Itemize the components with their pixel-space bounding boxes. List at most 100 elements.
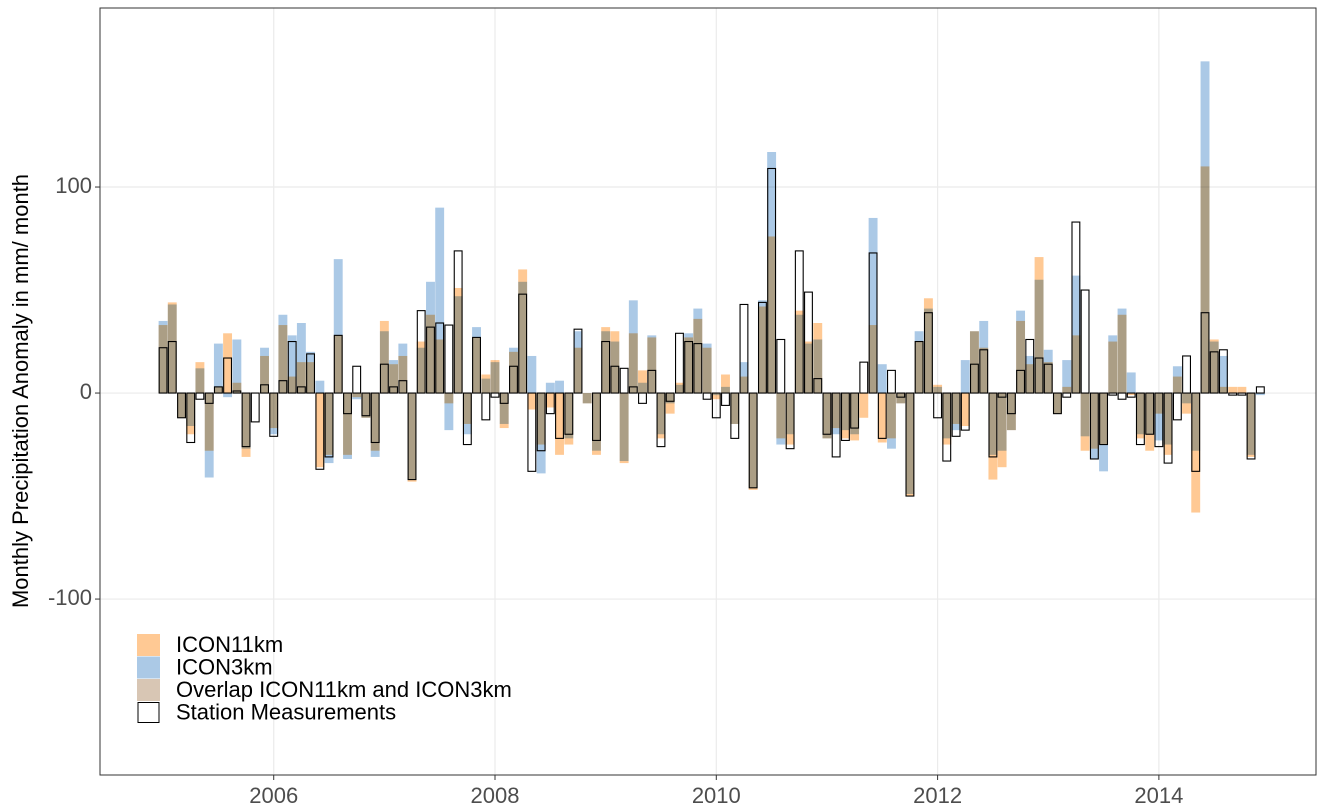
legend-key <box>137 634 160 656</box>
model-bar <box>877 364 887 394</box>
station-bar <box>1191 392 1201 472</box>
model-bar <box>186 393 196 427</box>
model-bar <box>1108 335 1118 394</box>
model-bar <box>379 331 389 394</box>
y-tick-label: -100 <box>48 585 92 610</box>
station-bar <box>601 340 611 394</box>
model-bar <box>315 393 325 468</box>
model-bar <box>1163 393 1173 445</box>
model-bar <box>278 314 288 394</box>
model-bar <box>269 393 279 435</box>
station-bar <box>389 386 398 394</box>
model-bar <box>1016 310 1026 394</box>
station-bar <box>555 392 564 439</box>
model-bar <box>960 393 970 427</box>
legend-label: Station Measurements <box>176 699 396 724</box>
station-bar <box>1135 392 1145 446</box>
x-tick-label: 2006 <box>249 783 298 808</box>
station-bar <box>1117 392 1127 400</box>
station-bar <box>1209 351 1219 394</box>
model-bar <box>416 347 426 394</box>
model-bar <box>260 347 269 394</box>
model-bar <box>767 152 777 394</box>
model-bar <box>324 393 334 464</box>
model-bar <box>499 393 509 424</box>
station-bar <box>767 167 777 394</box>
model-bar <box>509 347 518 394</box>
station-bar <box>462 392 472 446</box>
legend-label: Overlap ICON11km and ICON3km <box>176 677 512 702</box>
model-bar <box>518 281 528 394</box>
model-bar <box>582 393 592 404</box>
model-bar <box>933 386 943 394</box>
model-bar <box>158 320 168 394</box>
station-bar <box>675 332 684 394</box>
station-bar <box>1255 386 1265 394</box>
station-bar <box>721 392 730 406</box>
station-bar <box>1108 392 1118 396</box>
model-bar <box>223 333 233 394</box>
model-bar <box>665 393 675 404</box>
model-bar <box>850 393 860 435</box>
model-bar <box>951 393 961 431</box>
legend-key <box>137 679 160 701</box>
station-bar <box>960 392 970 431</box>
model-bar <box>960 360 970 394</box>
model-bar <box>739 362 749 394</box>
model-bar <box>647 335 657 394</box>
model-bar <box>195 368 205 394</box>
station-bar <box>610 365 620 394</box>
station-bar <box>896 392 906 398</box>
model-bar <box>1034 279 1044 394</box>
model-bar <box>527 355 537 394</box>
station-bar <box>545 392 555 415</box>
model-bar <box>481 378 491 394</box>
station-bar <box>509 365 518 394</box>
model-bar <box>444 393 454 431</box>
model-bar <box>997 393 1007 451</box>
model-bar <box>711 393 721 396</box>
model-bar <box>232 339 242 394</box>
station-bar <box>1062 392 1072 398</box>
model-bar <box>1089 393 1099 459</box>
station-bar <box>794 250 804 394</box>
station-bar <box>278 380 288 394</box>
station-bar <box>223 357 233 394</box>
model-bar <box>601 331 611 394</box>
model-bar <box>831 393 841 435</box>
model-bar <box>472 327 481 394</box>
station-bar <box>702 392 712 400</box>
x-tick-label: 2010 <box>692 783 741 808</box>
model-bar <box>638 370 647 394</box>
x-tick-label: 2012 <box>913 783 962 808</box>
station-bar <box>167 340 177 394</box>
station-bar <box>776 338 786 394</box>
model-bar <box>223 393 233 398</box>
station-bar <box>693 343 703 394</box>
model-bar <box>1209 341 1219 394</box>
model-bar <box>988 393 998 455</box>
station-bar <box>232 390 242 394</box>
station-bar <box>195 392 205 400</box>
model-bar <box>306 351 316 394</box>
model-bar <box>628 300 638 394</box>
model-bar <box>555 380 564 394</box>
station-bar <box>481 392 491 421</box>
legend-key <box>137 656 160 679</box>
bars <box>158 61 1265 513</box>
model-bar <box>389 360 398 394</box>
station-bar <box>831 392 841 458</box>
station-bar <box>213 386 223 394</box>
model-bar <box>573 331 583 394</box>
model-bar <box>1052 393 1062 414</box>
station-bar <box>186 392 196 444</box>
model-bar <box>564 393 574 439</box>
model-bar <box>1080 393 1090 437</box>
station-bar <box>1071 221 1081 394</box>
station-bar <box>564 392 574 435</box>
station-bar <box>942 392 952 462</box>
model-bar <box>896 393 906 404</box>
model-bar <box>545 393 555 408</box>
y-tick-label: 100 <box>55 173 92 198</box>
